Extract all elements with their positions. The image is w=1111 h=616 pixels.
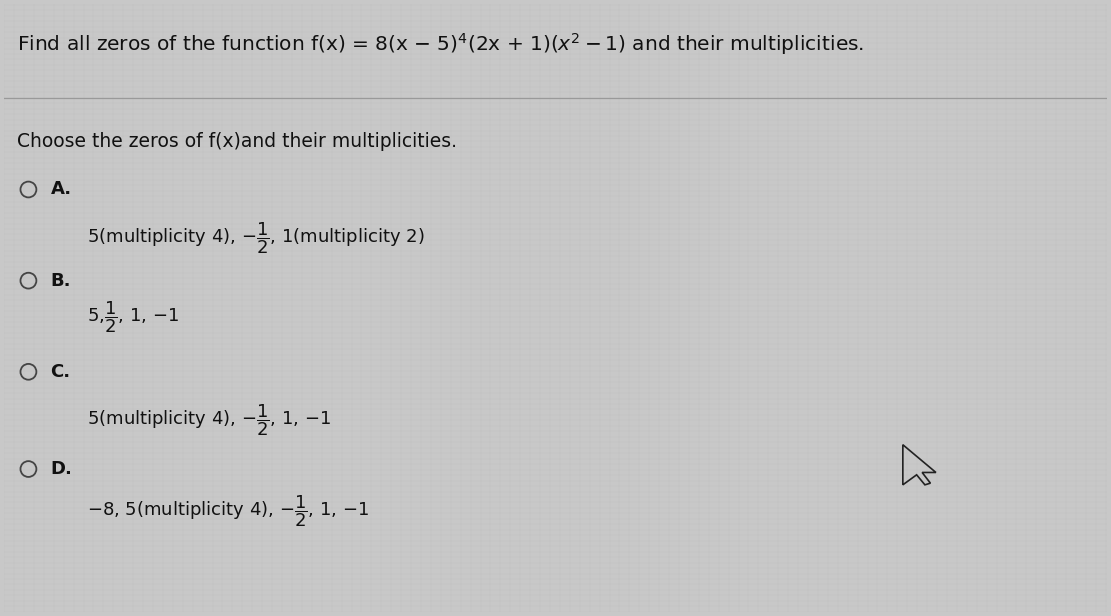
Text: D.: D. xyxy=(50,460,72,478)
Text: C.: C. xyxy=(50,363,71,381)
Text: B.: B. xyxy=(50,272,71,290)
Text: 5,$\dfrac{1}{2}$, 1, $-$1: 5,$\dfrac{1}{2}$, 1, $-$1 xyxy=(87,299,179,334)
Text: 5(multiplicity 4), $-\dfrac{1}{2}$, 1(multiplicity 2): 5(multiplicity 4), $-\dfrac{1}{2}$, 1(mu… xyxy=(87,220,424,256)
Text: $-$8, 5(multiplicity 4), $-\dfrac{1}{2}$, 1, $-$1: $-$8, 5(multiplicity 4), $-\dfrac{1}{2}$… xyxy=(87,493,369,529)
Text: A.: A. xyxy=(50,180,71,198)
Text: 5(multiplicity 4), $-\dfrac{1}{2}$, 1, $-$1: 5(multiplicity 4), $-\dfrac{1}{2}$, 1, $… xyxy=(87,402,331,438)
Text: Find all zeros of the function f(x) = 8(x $-$ 5)$^4$(2x + 1)$\left(x^2 - 1\right: Find all zeros of the function f(x) = 8(… xyxy=(18,31,864,57)
Text: Choose the zeros of f(x)and their multiplicities.: Choose the zeros of f(x)and their multip… xyxy=(18,132,458,151)
